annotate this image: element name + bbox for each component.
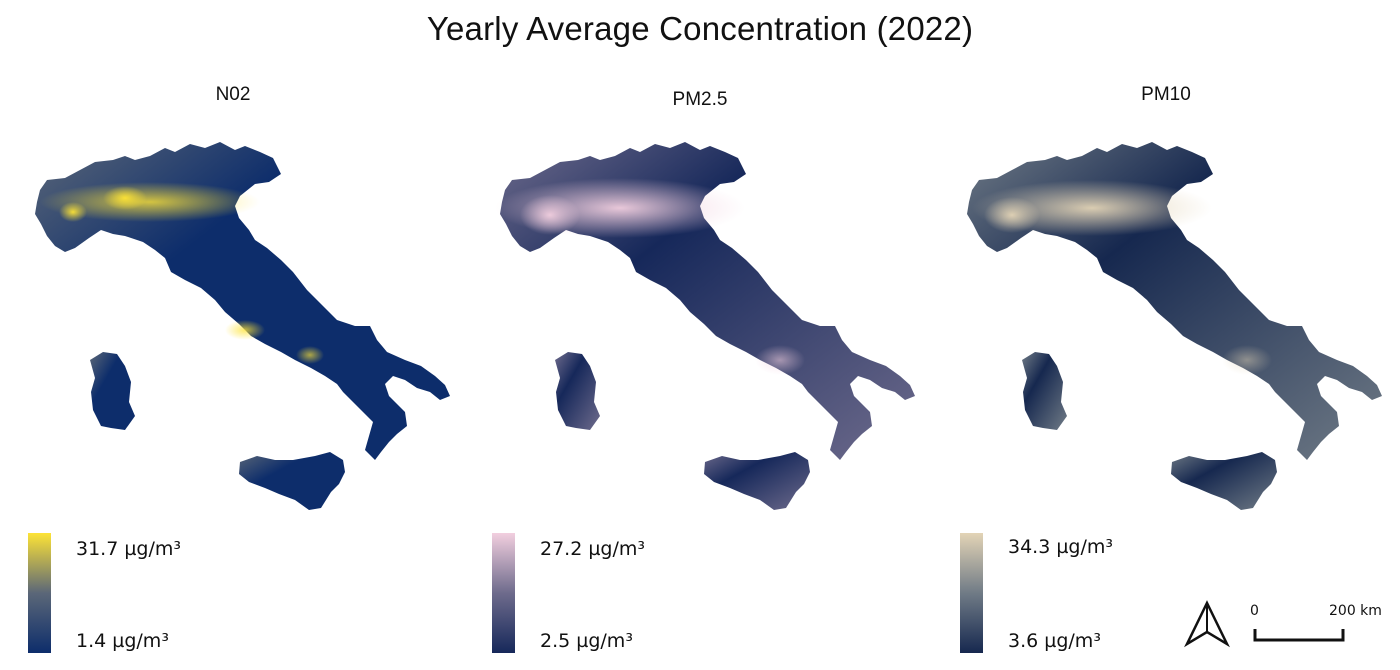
scale-end-label: 200 km	[1329, 603, 1382, 619]
legend-max-pm10: 34.3 µg/m³	[1008, 536, 1114, 558]
panel-title-pm10: PM10	[1141, 84, 1191, 105]
panel-title-no2: N02	[215, 84, 251, 105]
figure-title: Yearly Average Concentration (2022)	[426, 10, 974, 47]
sicily	[239, 452, 345, 510]
map-no2	[35, 142, 450, 510]
panel-title-pm25: PM2.5	[672, 89, 728, 110]
sicily	[704, 452, 810, 510]
concentration-hotspots	[40, 182, 324, 364]
map-pm10	[967, 142, 1382, 510]
sardinia	[1022, 352, 1067, 430]
scale-start-label: 0	[1250, 603, 1259, 619]
concentration-hotspots	[972, 180, 1272, 375]
legend-colorbar-pm25	[492, 533, 515, 653]
legend-max-no2: 31.7 µg/m³	[76, 538, 182, 560]
sardinia	[555, 352, 600, 430]
map-pm25	[495, 142, 915, 510]
legend-min-pm25: 2.5 µg/m³	[540, 630, 633, 652]
legend-min-no2: 1.4 µg/m³	[76, 630, 169, 652]
scale-bar: 0 200 km	[1248, 603, 1388, 653]
north-arrow-icon	[1184, 600, 1230, 648]
legend-colorbar-pm10	[960, 533, 983, 653]
legend-colorbar-no2	[28, 533, 51, 653]
legend-min-pm10: 3.6 µg/m³	[1008, 630, 1101, 652]
scale-bar-line	[1253, 629, 1345, 642]
sardinia	[90, 352, 135, 430]
legend-max-pm25: 27.2 µg/m³	[540, 538, 646, 560]
sicily	[1171, 452, 1277, 510]
concentration-hotspots	[495, 178, 805, 375]
